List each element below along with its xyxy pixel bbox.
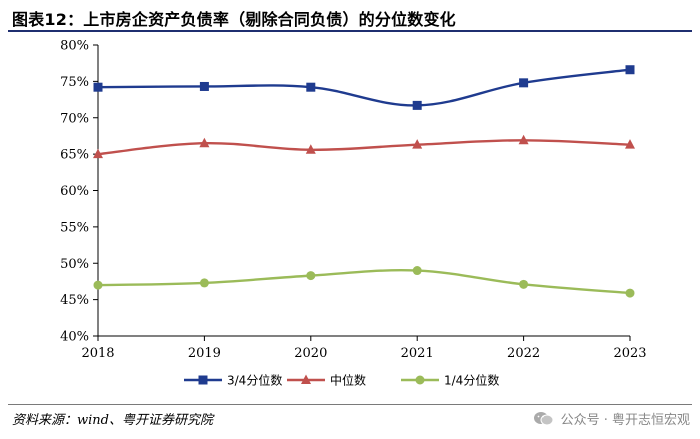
wechat-icon [533, 411, 555, 427]
y-tick-label: 60% [60, 184, 89, 199]
legend-label: 3/4分位数 [227, 373, 282, 388]
y-tick-label: 55% [60, 220, 89, 235]
y-tick-label: 75% [60, 75, 89, 90]
series-line [97, 269, 631, 295]
watermark-text: 公众号 · 粤开志恒宏观 [560, 413, 690, 428]
data-point [306, 82, 316, 92]
data-point [519, 279, 529, 289]
data-point [412, 100, 422, 110]
legend-marker [198, 375, 208, 385]
series-line [97, 139, 631, 156]
data-point [199, 278, 209, 288]
y-tick-label: 45% [60, 293, 89, 308]
data-point [306, 271, 316, 281]
chart-axes: 40% 45% 50% 55% 60% 65% 70% 75% 80% 2018 2019 2020 2… [60, 39, 646, 362]
data-point [199, 137, 210, 148]
y-tick-label: 80% [60, 39, 89, 54]
y-tick-label: 65% [60, 148, 89, 163]
data-point [199, 81, 209, 91]
data-point [412, 139, 423, 149]
data-point [518, 134, 529, 145]
y-tick-label: 50% [60, 257, 89, 272]
watermark: 公众号 · 粤开志恒宏观 [533, 409, 690, 428]
y-tick-label: 70% [60, 111, 89, 126]
legend-marker [415, 375, 425, 385]
x-tick-label: 2023 [613, 346, 646, 361]
legend-item: 1/4分位数 [401, 373, 499, 388]
y-tick-label: 40% [60, 330, 89, 345]
data-point [625, 288, 635, 298]
chart-legend: 3/4分位数 中位数 1/4分位数 [184, 373, 499, 388]
x-tick-label: 2021 [401, 346, 434, 361]
series-2 [93, 134, 635, 159]
data-point [305, 144, 316, 154]
data-point [93, 280, 103, 290]
legend-marker [301, 374, 311, 384]
legend-label: 中位数 [330, 373, 366, 388]
data-point [93, 82, 103, 92]
data-point [625, 139, 635, 149]
source-note: 资料来源：wind、粤开证券研究院 [12, 413, 213, 428]
legend-item: 3/4分位数 [184, 373, 282, 388]
source-rule [8, 404, 692, 405]
x-tick-label: 2019 [188, 346, 221, 361]
legend-item: 中位数 [287, 373, 366, 388]
series-line [97, 68, 631, 107]
series-1 [93, 65, 635, 110]
x-tick-label: 2022 [507, 346, 540, 361]
title-rule [8, 30, 692, 32]
data-point [625, 65, 635, 75]
x-tick-label: 2020 [294, 346, 327, 361]
data-point [412, 266, 422, 276]
chart-series [93, 65, 635, 298]
legend-label: 1/4分位数 [444, 373, 499, 388]
series-3 [93, 266, 635, 298]
chart-title: 图表12：上市房企资产负债率（剔除合同负债）的分位数变化 [12, 10, 456, 29]
line-chart: 40% 45% 50% 55% 60% 65% 70% 75% 80% 2018 2019 2020 2… [60, 39, 646, 388]
x-tick-label: 2018 [81, 346, 114, 361]
data-point [93, 148, 103, 159]
data-point [519, 78, 529, 88]
